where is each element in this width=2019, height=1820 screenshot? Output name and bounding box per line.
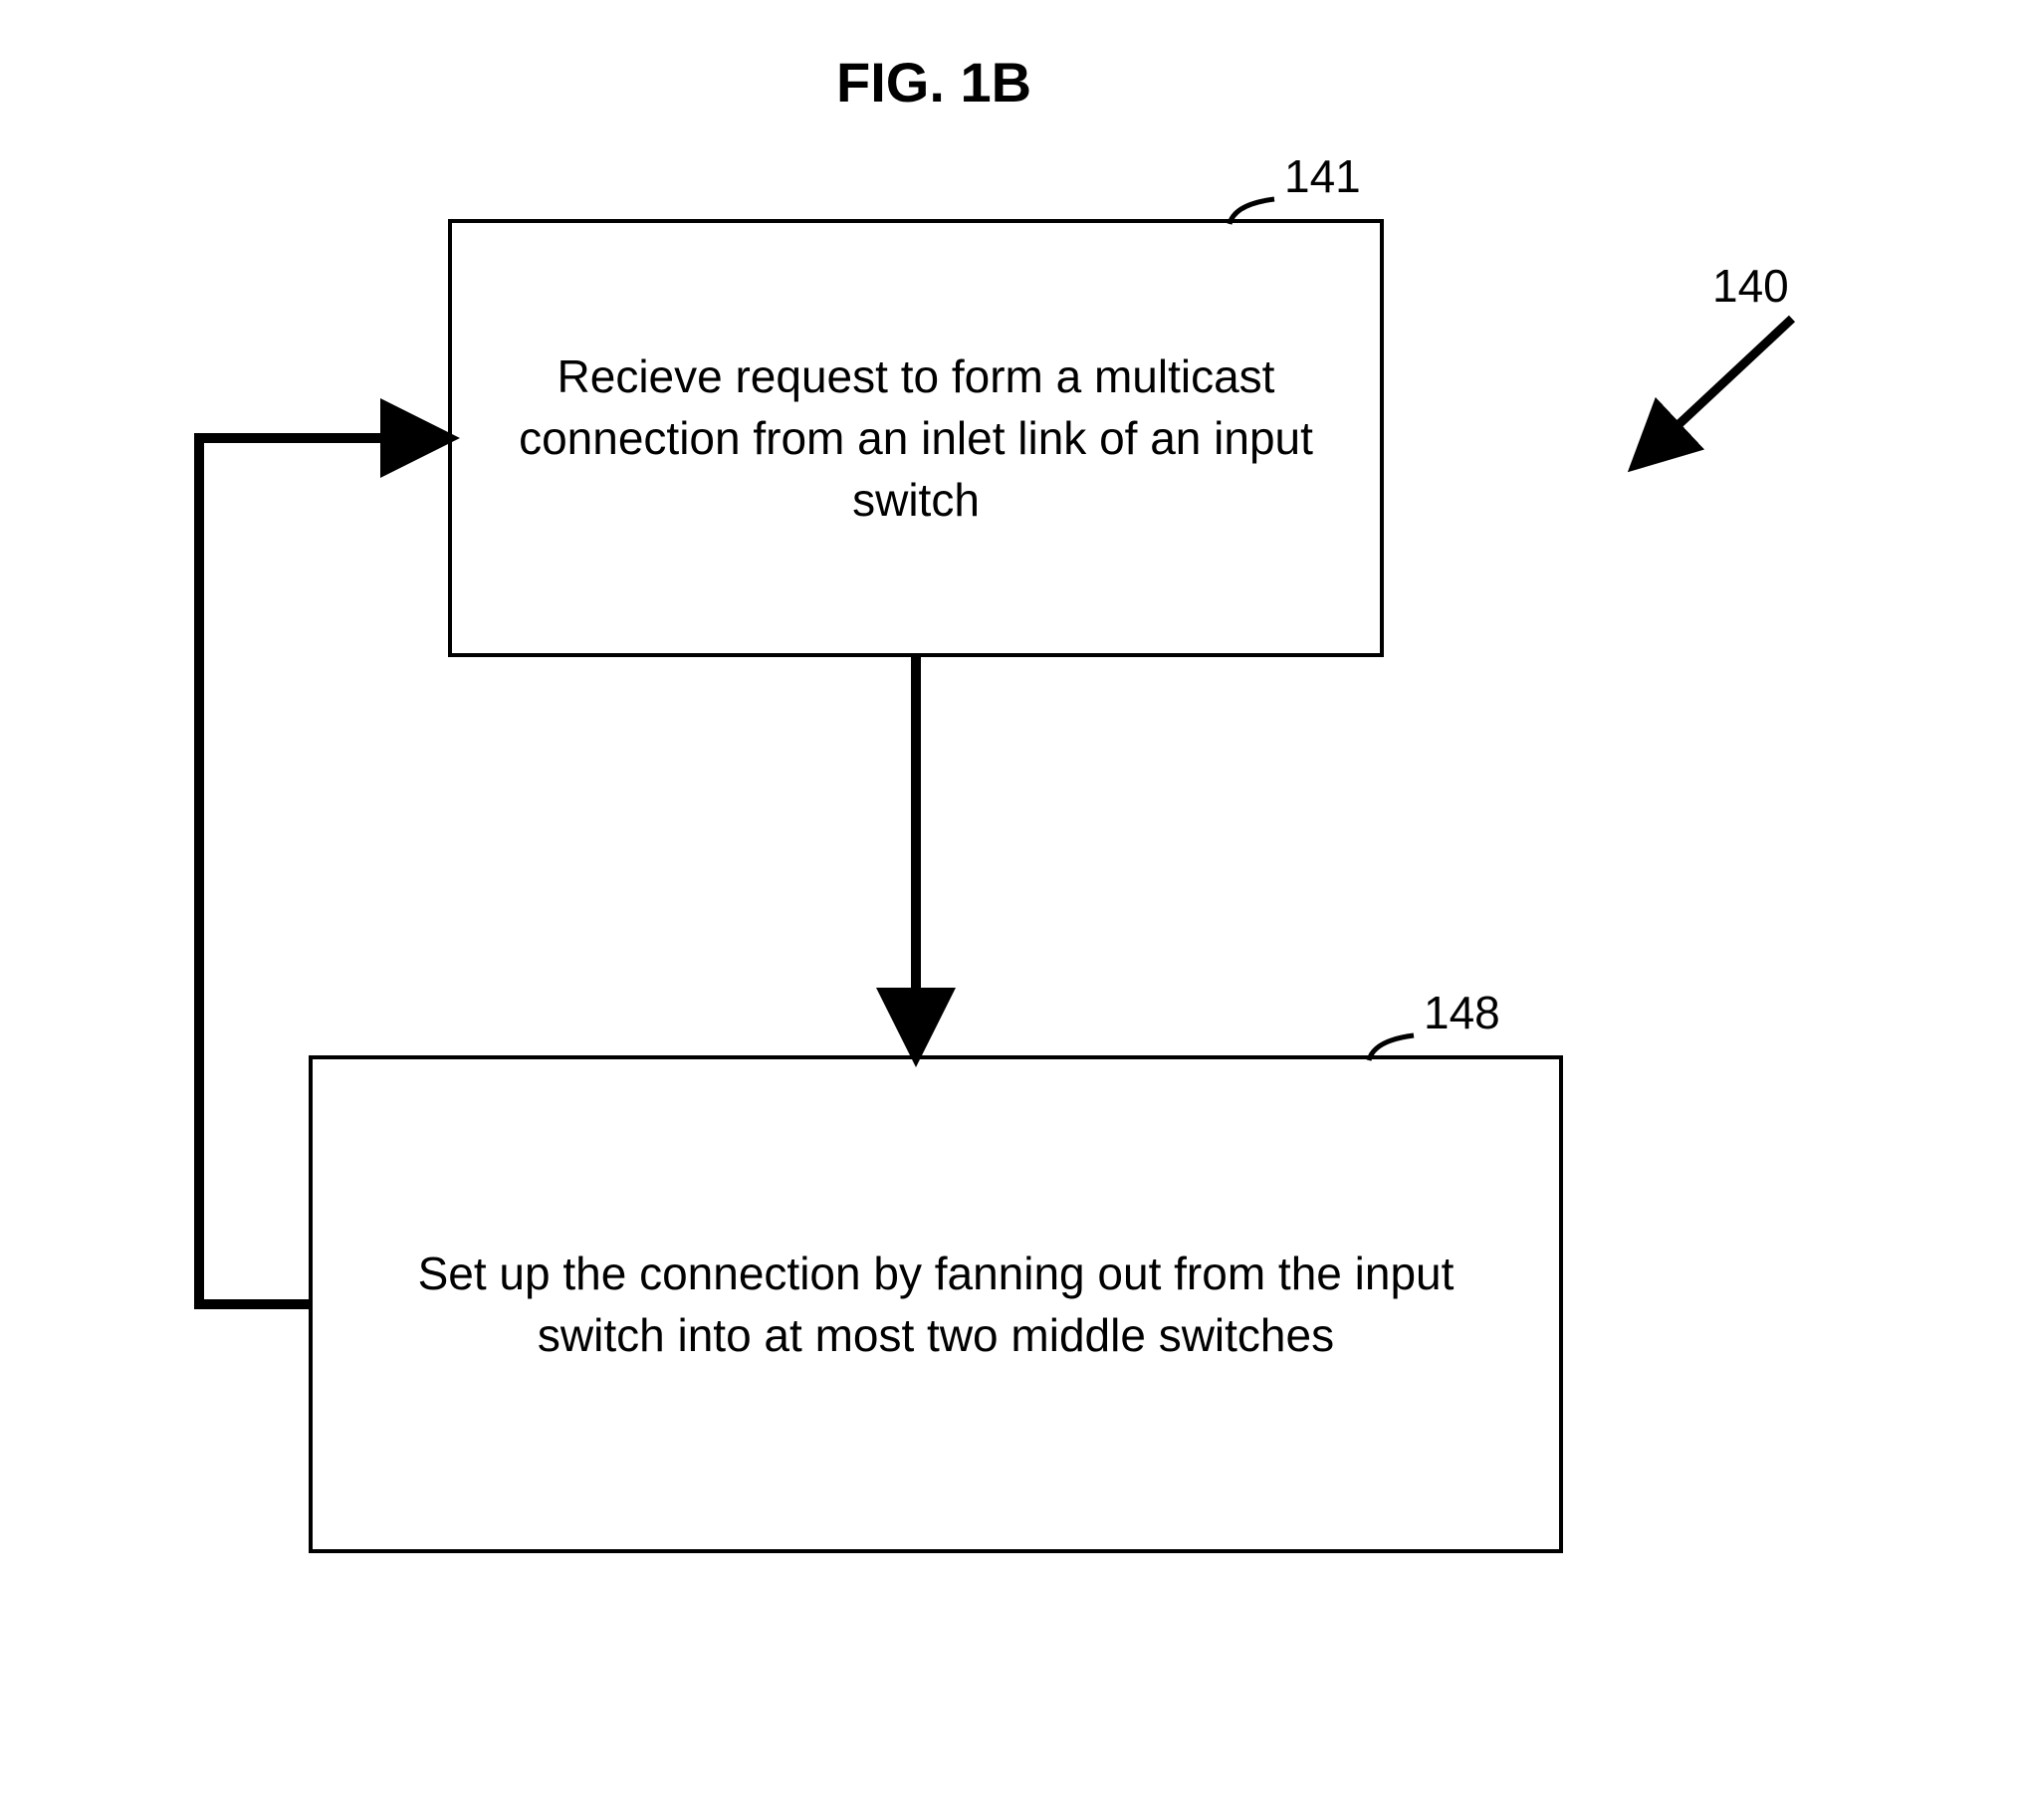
box-148: Set up the connection by fanning out fro… xyxy=(309,1055,1563,1553)
box-141: Recieve request to form a multicast conn… xyxy=(448,219,1384,657)
box-148-text: Set up the connection by fanning out fro… xyxy=(368,1243,1503,1366)
ref-label-148: 148 xyxy=(1424,986,1500,1039)
figure-title: FIG. 1B xyxy=(836,50,1031,114)
ref-140-arrow xyxy=(1641,319,1792,460)
ref-label-140: 140 xyxy=(1712,259,1789,313)
box-141-text: Recieve request to form a multicast conn… xyxy=(508,345,1324,531)
ref-label-141: 141 xyxy=(1284,149,1361,203)
